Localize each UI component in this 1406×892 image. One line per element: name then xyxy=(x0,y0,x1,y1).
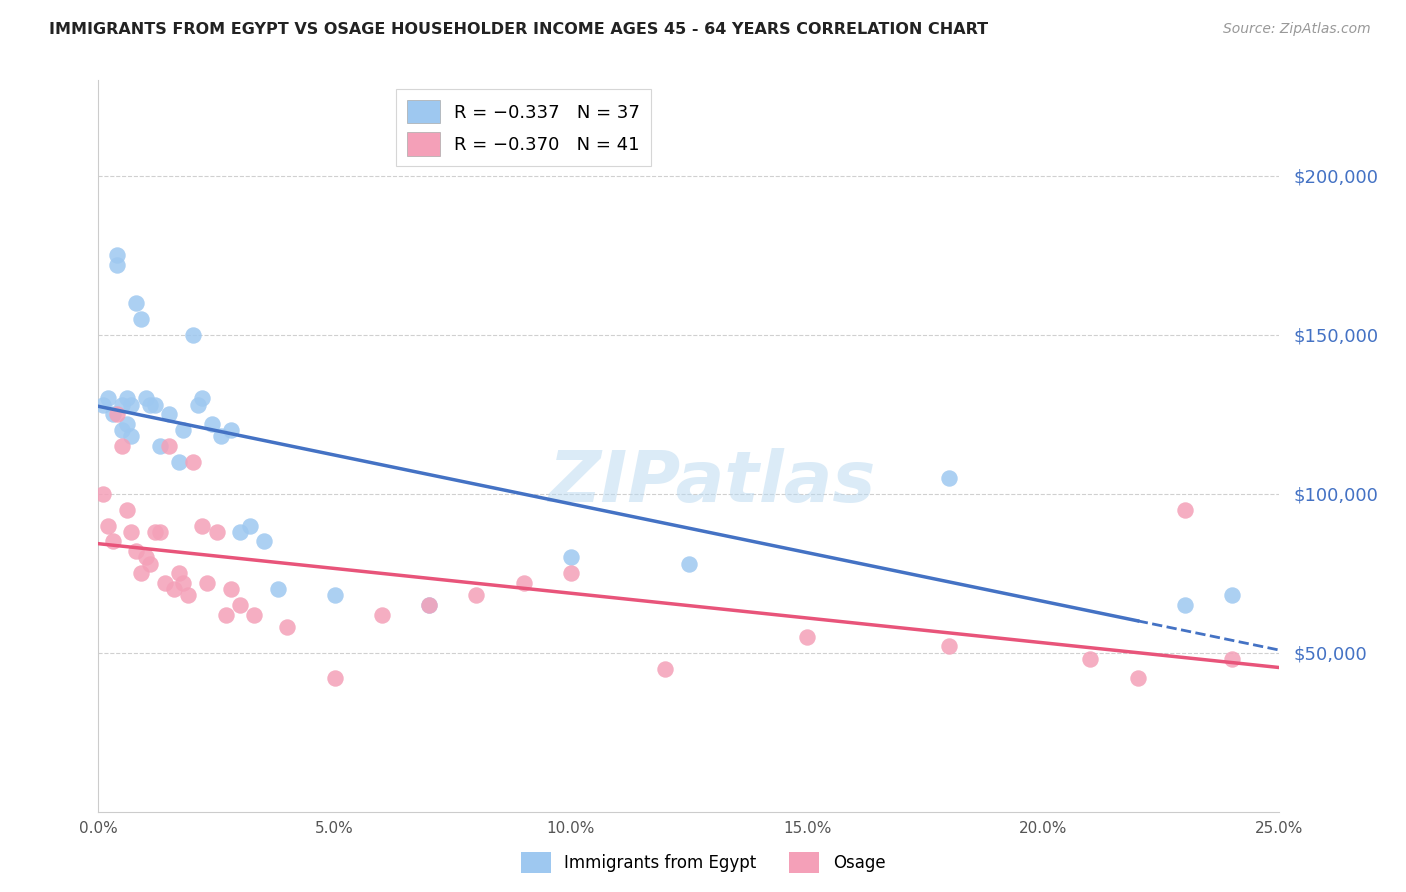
Point xyxy=(153,575,176,590)
Point xyxy=(115,392,138,406)
Point xyxy=(243,607,266,622)
Point xyxy=(139,398,162,412)
Point xyxy=(105,258,128,272)
Point xyxy=(177,589,200,603)
Point xyxy=(195,575,218,590)
Legend: R = −0.337   N = 37, R = −0.370   N = 41: R = −0.337 N = 37, R = −0.370 N = 41 xyxy=(396,89,651,167)
Text: Source: ZipAtlas.com: Source: ZipAtlas.com xyxy=(1223,22,1371,37)
Point xyxy=(111,398,134,412)
Point xyxy=(191,392,214,406)
Point xyxy=(239,518,262,533)
Point xyxy=(1080,652,1102,666)
Point xyxy=(115,502,138,516)
Point xyxy=(91,486,114,500)
Point xyxy=(149,439,172,453)
Point xyxy=(163,582,186,596)
Point xyxy=(229,598,252,612)
Point xyxy=(97,392,120,406)
Point xyxy=(187,398,209,412)
Point xyxy=(135,392,157,406)
Point xyxy=(111,423,134,437)
Point xyxy=(172,575,194,590)
Point xyxy=(209,429,232,443)
Point xyxy=(219,423,242,437)
Point xyxy=(418,598,440,612)
Point xyxy=(101,534,124,549)
Point xyxy=(938,471,960,485)
Point xyxy=(654,662,676,676)
Point xyxy=(157,407,180,421)
Point xyxy=(191,518,214,533)
Point xyxy=(323,671,346,685)
Point xyxy=(105,407,128,421)
Point xyxy=(201,417,224,431)
Legend: Immigrants from Egypt, Osage: Immigrants from Egypt, Osage xyxy=(515,846,891,880)
Point xyxy=(181,327,204,342)
Point xyxy=(97,518,120,533)
Point xyxy=(143,398,166,412)
Point xyxy=(418,598,440,612)
Text: IMMIGRANTS FROM EGYPT VS OSAGE HOUSEHOLDER INCOME AGES 45 - 64 YEARS CORRELATION: IMMIGRANTS FROM EGYPT VS OSAGE HOUSEHOLD… xyxy=(49,22,988,37)
Point xyxy=(125,296,148,310)
Point xyxy=(105,248,128,262)
Point xyxy=(129,566,152,581)
Point xyxy=(1174,598,1197,612)
Point xyxy=(101,407,124,421)
Point xyxy=(512,575,534,590)
Point xyxy=(229,524,252,539)
Point xyxy=(371,607,394,622)
Point xyxy=(149,524,172,539)
Point xyxy=(1174,502,1197,516)
Point xyxy=(121,398,143,412)
Point xyxy=(938,640,960,654)
Point xyxy=(115,417,138,431)
Point xyxy=(125,544,148,558)
Text: ZIPatlas: ZIPatlas xyxy=(548,448,876,517)
Point xyxy=(129,311,152,326)
Point xyxy=(678,557,700,571)
Point xyxy=(143,524,166,539)
Point xyxy=(167,455,190,469)
Point xyxy=(121,524,143,539)
Point xyxy=(323,589,346,603)
Point xyxy=(91,398,114,412)
Point xyxy=(465,589,488,603)
Point xyxy=(111,439,134,453)
Point xyxy=(796,630,818,644)
Point xyxy=(167,566,190,581)
Point xyxy=(135,550,157,565)
Point xyxy=(560,566,582,581)
Point xyxy=(219,582,242,596)
Point xyxy=(157,439,180,453)
Point xyxy=(253,534,276,549)
Point xyxy=(1220,652,1243,666)
Point xyxy=(267,582,290,596)
Point xyxy=(1220,589,1243,603)
Point xyxy=(121,429,143,443)
Point xyxy=(172,423,194,437)
Point xyxy=(181,455,204,469)
Point xyxy=(215,607,238,622)
Point xyxy=(560,550,582,565)
Point xyxy=(139,557,162,571)
Point xyxy=(205,524,228,539)
Point xyxy=(276,620,298,634)
Point xyxy=(1126,671,1149,685)
